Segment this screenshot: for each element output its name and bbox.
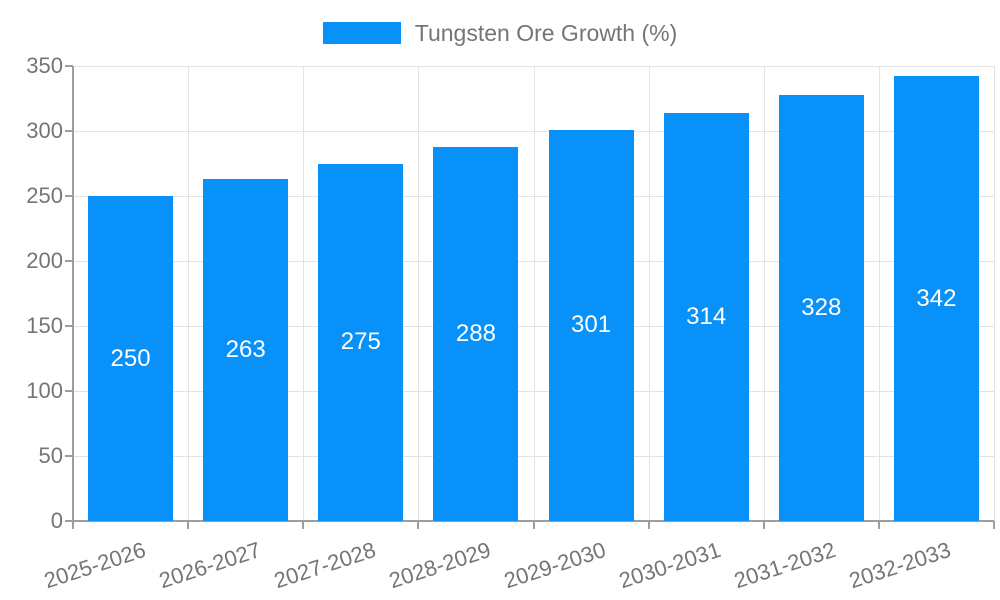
bar-2029-2030[interactable]: 301 <box>548 129 634 521</box>
y-axis-label: 50 <box>38 443 63 468</box>
x-axis-tick <box>187 521 190 529</box>
x-axis-line <box>73 520 994 522</box>
gridline-vertical <box>994 66 995 521</box>
bar-value-label: 301 <box>571 311 612 339</box>
bar-value-label: 328 <box>801 293 842 321</box>
x-axis-label: 2031-2032 <box>731 537 840 594</box>
y-axis-tick <box>65 195 73 197</box>
x-axis-tick <box>647 521 650 529</box>
y-axis-tick <box>65 130 73 132</box>
bar-2025-2026[interactable]: 250 <box>88 196 174 521</box>
y-axis-label: 100 <box>26 378 63 403</box>
y-axis-tick <box>65 65 73 67</box>
x-axis-tick <box>762 521 765 529</box>
y-axis-tick <box>65 260 73 262</box>
y-axis-line <box>72 66 74 529</box>
gridline-vertical <box>878 66 880 521</box>
gridline-vertical <box>763 66 765 521</box>
bar-value-label: 275 <box>340 328 381 356</box>
gridline-vertical <box>533 66 535 521</box>
gridline-vertical <box>648 66 650 521</box>
y-axis-tick <box>65 455 73 457</box>
gridline-vertical <box>303 66 305 521</box>
y-axis-label: 350 <box>26 53 63 78</box>
x-axis-label: 2026-2027 <box>155 537 264 594</box>
plot-area: 0 50 100 150 200 250 300 350 250 2025-2026 263 2026… <box>26 55 995 593</box>
bar-2027-2028[interactable]: 275 <box>318 163 404 521</box>
bar-2028-2029[interactable]: 288 <box>433 146 519 521</box>
y-axis-label: 0 <box>50 508 63 533</box>
x-axis-tick <box>302 521 305 529</box>
legend-swatch <box>322 22 401 44</box>
x-axis-tick <box>417 521 420 529</box>
legend[interactable]: Tungsten Ore Growth (%) <box>0 20 1000 46</box>
legend-label: Tungsten Ore Growth (%) <box>414 19 678 46</box>
x-axis-tick <box>532 521 535 529</box>
x-axis-tick <box>993 521 995 529</box>
gridline-vertical <box>188 66 190 521</box>
y-axis-label: 250 <box>26 183 63 208</box>
y-axis-tick <box>65 390 73 392</box>
bar-2026-2027[interactable]: 263 <box>203 179 289 521</box>
bar-value-label: 250 <box>110 344 151 372</box>
x-axis-label: 2029-2030 <box>500 537 609 594</box>
x-axis-label: 2028-2029 <box>385 537 494 594</box>
x-axis-label: 2025-2026 <box>40 537 149 594</box>
bar-value-label: 314 <box>686 302 727 330</box>
bar-2030-2031[interactable]: 314 <box>663 112 749 521</box>
bar-2032-2033[interactable]: 342 <box>893 76 979 521</box>
bar-value-label: 263 <box>225 336 266 364</box>
y-axis-tick <box>65 325 73 327</box>
x-axis-label: 2030-2031 <box>616 537 724 594</box>
gridline-vertical <box>418 66 420 521</box>
y-axis-label: 150 <box>26 313 63 338</box>
bar-value-label: 342 <box>916 284 957 312</box>
bar-2031-2032[interactable]: 328 <box>778 94 864 521</box>
x-axis-label: 2032-2033 <box>846 537 955 594</box>
y-axis-tick <box>65 520 73 522</box>
y-axis-label: 200 <box>26 248 63 273</box>
x-axis-tick <box>877 521 880 529</box>
bar-value-label: 288 <box>455 319 496 347</box>
x-axis-label: 2027-2028 <box>270 537 379 594</box>
y-axis-label: 300 <box>26 118 63 143</box>
